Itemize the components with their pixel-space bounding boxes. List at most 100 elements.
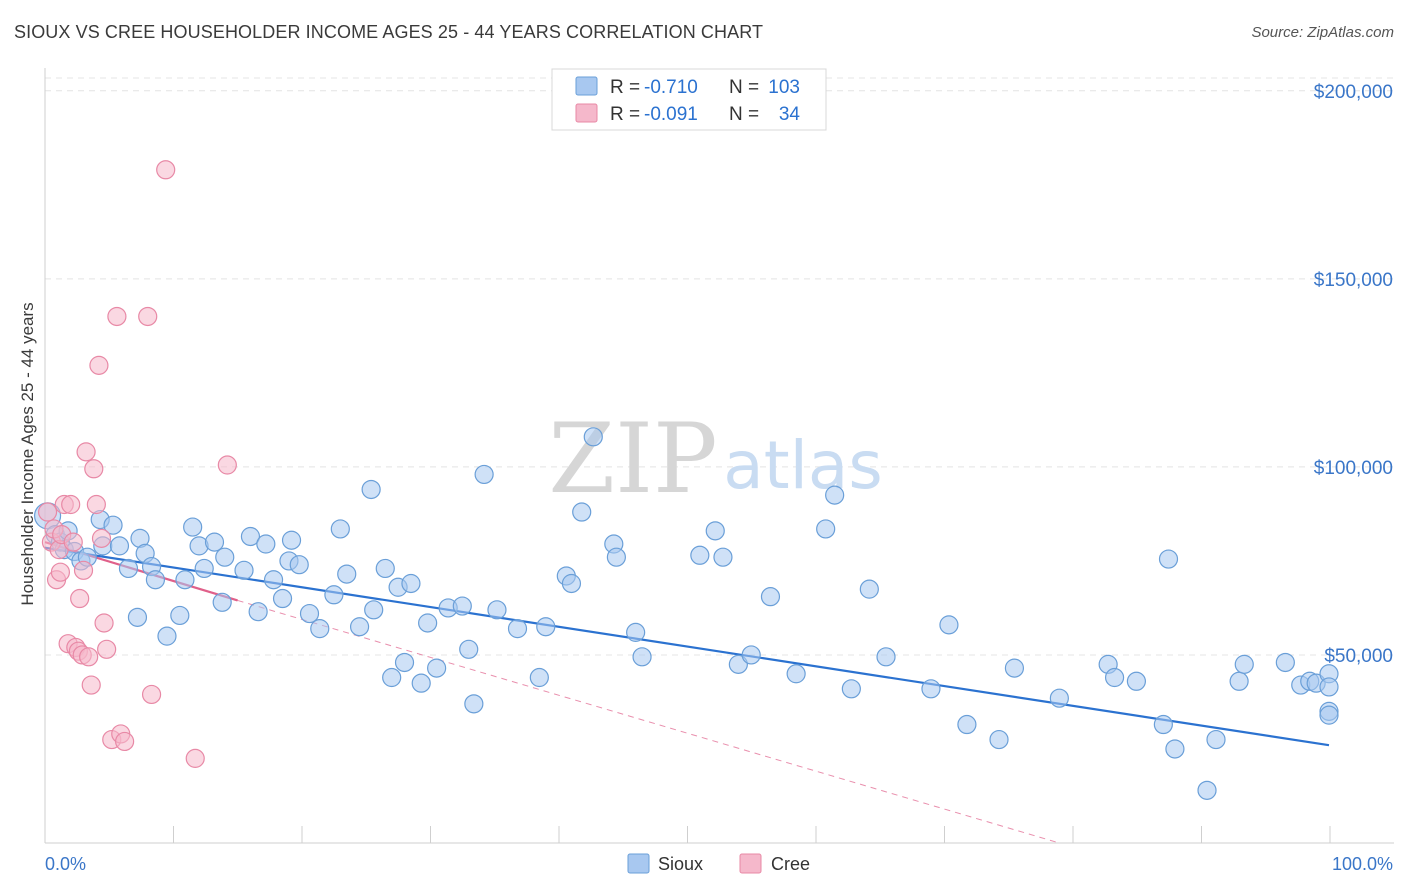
sioux-point-93 [1197,780,1217,800]
sioux-point-37 [310,619,330,639]
sioux-point-97 [1275,652,1295,673]
legend-cree-r-label: R = [610,104,640,125]
sioux-point-23 [194,558,214,579]
sioux-point-66 [606,547,626,567]
legend-sioux-n-value: 103 [768,77,800,98]
cree-point-15 [73,560,94,580]
cree-point-28 [115,731,135,752]
y-tick-label-2: $150,000 [1314,270,1393,291]
sioux-point-10 [103,515,123,535]
sioux-point-72 [728,654,748,674]
sioux-point-50 [418,613,438,633]
sioux-point-42 [361,479,381,500]
sioux-point-31 [263,570,284,590]
cree-points [37,160,237,768]
sioux-point-68 [632,647,652,667]
sioux-point-18 [157,626,177,646]
sioux-point-24 [204,532,225,552]
sioux-point-26 [215,547,235,567]
sioux-point-88 [1104,667,1125,688]
cree-point-22 [91,528,112,548]
cree-point-29 [138,306,158,327]
cree-trend-line-extended [237,599,1060,844]
sioux-points [33,427,1339,800]
sioux-point-81 [921,679,941,699]
sioux-point-48 [401,573,421,594]
sioux-trend-line [44,546,1330,747]
sioux-point-38 [324,585,344,605]
sioux-point-30 [256,534,276,554]
sioux-point-102 [1319,705,1339,725]
sioux-point-41 [349,617,370,637]
sioux-point-54 [459,639,479,659]
legend-cree-r-value: -0.091 [644,104,698,125]
sioux-point-17 [145,570,166,590]
legend-cree-n-value: 34 [779,104,801,125]
sioux-point-47 [394,652,415,673]
legend-sioux-n-label: N = [729,77,759,98]
legend-box [551,68,827,131]
sioux-point-32 [272,588,293,609]
sioux-point-12 [118,558,139,579]
sioux-point-69 [690,545,710,565]
legend-cree-n-label: N = [729,104,759,125]
sioux-point-58 [507,619,528,639]
y-tick-label-3: $200,000 [1314,82,1393,103]
cree-point-5 [50,562,71,582]
legend-bottom-sioux-swatch [627,853,650,874]
sioux-point-64 [583,427,603,447]
sioux-point-45 [382,667,402,688]
cree-point-23 [94,613,114,633]
cree-point-33 [217,455,237,475]
legend-bottom-cree-label: Cree [771,854,810,874]
legend-sioux-r-label: R = [610,77,640,98]
sioux-point-34 [281,530,302,550]
watermark-zip: ZIP [548,403,717,515]
legend-bottom-sioux-label: Sioux [658,854,703,874]
sioux-point-71 [713,547,733,567]
axes [44,68,1394,844]
sioux-point-43 [364,600,384,620]
legend-cree-swatch [575,103,598,123]
sioux-point-84 [989,729,1009,750]
sioux-point-92 [1165,739,1185,759]
sioux-point-74 [760,587,781,607]
cree-point-16 [76,442,96,462]
tick-labels: $50,000 $100,000 $150,000 $200,000 0.0% 100.0… [45,82,1393,874]
cree-point-17 [79,647,99,667]
legend-sioux-r-value: -0.710 [644,77,698,98]
sioux-point-19 [170,605,190,626]
sioux-point-91 [1158,549,1179,569]
sioux-point-25 [212,592,232,612]
sioux-point-85 [1004,658,1025,678]
sioux-point-89 [1126,671,1147,691]
sioux-point-11 [109,536,130,556]
cree-point-9 [61,494,81,515]
sioux-point-79 [859,579,879,599]
cree-point-24 [97,639,117,659]
sioux-point-78 [841,679,861,699]
sioux-point-95 [1229,671,1249,691]
sioux-point-70 [705,521,725,541]
cree-point-10 [63,532,83,552]
cree-point-18 [81,675,101,695]
watermark: ZIP atlas [548,403,882,515]
sioux-point-75 [786,664,806,684]
sioux-point-77 [825,485,845,505]
sioux-point-57 [487,600,507,620]
sioux-point-63 [572,502,592,522]
cree-point-0 [37,502,58,522]
sioux-point-83 [957,714,977,735]
sioux-point-36 [299,603,320,624]
cree-point-19 [84,459,104,479]
cree-point-32 [185,748,205,768]
x-tick-label-0: 0.0% [45,854,86,874]
cree-point-31 [156,160,176,180]
sioux-point-82 [939,615,959,635]
sioux-point-104 [1319,677,1339,697]
sioux-point-90 [1153,714,1173,735]
sioux-point-35 [289,555,309,575]
trend-lines [44,541,1330,844]
x-tick-label-1: 100.0% [1332,854,1393,874]
